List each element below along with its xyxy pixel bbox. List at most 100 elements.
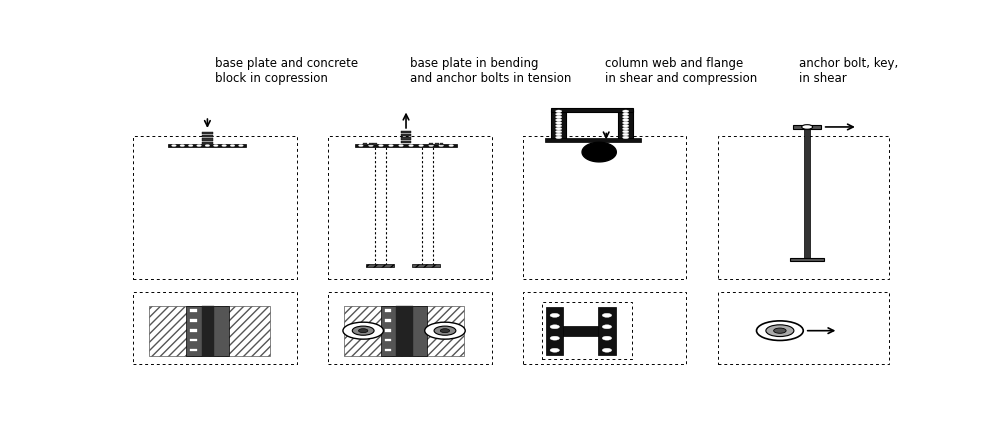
Circle shape — [425, 322, 465, 339]
Circle shape — [222, 145, 226, 147]
Circle shape — [440, 329, 449, 333]
Bar — [202, 132, 213, 134]
Bar — [598, 307, 615, 355]
Circle shape — [556, 133, 562, 136]
Bar — [396, 306, 413, 356]
Bar — [401, 134, 411, 137]
Circle shape — [622, 110, 629, 113]
Bar — [186, 306, 229, 356]
Circle shape — [230, 145, 235, 147]
Bar — [202, 306, 214, 356]
Circle shape — [550, 325, 560, 329]
Circle shape — [774, 328, 786, 333]
Circle shape — [556, 127, 562, 130]
Bar — [385, 329, 391, 332]
Bar — [385, 349, 391, 351]
Bar — [344, 306, 464, 356]
Text: base plate in bending
and anchor bolts in tension: base plate in bending and anchor bolts i… — [410, 57, 571, 85]
Circle shape — [602, 348, 612, 352]
Bar — [545, 138, 641, 142]
Polygon shape — [582, 142, 616, 162]
Circle shape — [622, 136, 629, 139]
Circle shape — [439, 145, 443, 147]
Circle shape — [766, 325, 794, 337]
Bar — [190, 339, 197, 341]
Circle shape — [622, 116, 629, 118]
Circle shape — [434, 326, 456, 335]
Bar — [202, 135, 213, 137]
Bar — [190, 349, 197, 351]
Circle shape — [205, 145, 210, 147]
Circle shape — [622, 133, 629, 136]
Circle shape — [602, 313, 612, 317]
Circle shape — [197, 145, 201, 147]
Circle shape — [556, 136, 562, 139]
Circle shape — [556, 110, 562, 113]
Circle shape — [389, 145, 393, 147]
Circle shape — [556, 116, 562, 118]
Circle shape — [622, 130, 629, 133]
Bar — [401, 137, 411, 139]
Bar — [618, 110, 633, 139]
Circle shape — [369, 145, 373, 147]
Bar — [190, 319, 197, 322]
Circle shape — [213, 145, 218, 147]
Bar — [149, 306, 269, 356]
Bar — [439, 142, 443, 145]
Circle shape — [180, 145, 185, 147]
Circle shape — [419, 145, 423, 147]
Bar — [363, 142, 367, 145]
Bar — [356, 144, 456, 147]
Circle shape — [550, 336, 560, 340]
Bar — [401, 141, 411, 143]
Circle shape — [399, 145, 403, 147]
Circle shape — [622, 113, 629, 115]
Text: column web and flange
in shear and compression: column web and flange in shear and compr… — [605, 57, 757, 85]
Bar — [435, 142, 439, 145]
Circle shape — [449, 145, 453, 147]
Text: anchor bolt, key,
in shear: anchor bolt, key, in shear — [799, 57, 898, 85]
Bar — [385, 310, 391, 312]
Bar — [385, 319, 391, 322]
Bar — [366, 264, 394, 267]
Circle shape — [602, 325, 612, 329]
Bar — [412, 264, 440, 267]
Circle shape — [429, 145, 433, 147]
Circle shape — [550, 348, 560, 352]
Bar — [369, 142, 373, 145]
Text: base plate and concrete
block in copression: base plate and concrete block in copress… — [215, 57, 359, 85]
Circle shape — [556, 125, 562, 127]
Circle shape — [359, 145, 363, 147]
Bar — [381, 306, 427, 356]
Bar — [169, 144, 246, 147]
Bar — [804, 128, 810, 258]
Bar — [429, 142, 433, 145]
Circle shape — [556, 122, 562, 124]
Circle shape — [802, 125, 813, 129]
Circle shape — [409, 145, 413, 147]
Circle shape — [757, 321, 803, 340]
Circle shape — [238, 145, 243, 147]
Circle shape — [188, 145, 193, 147]
Bar — [547, 307, 564, 355]
Bar — [401, 131, 411, 133]
Bar — [373, 142, 377, 145]
Bar — [202, 138, 213, 141]
Bar — [793, 126, 821, 128]
Circle shape — [550, 313, 560, 317]
Circle shape — [343, 322, 384, 339]
Circle shape — [359, 329, 368, 333]
Circle shape — [172, 145, 176, 147]
Circle shape — [556, 130, 562, 133]
Bar — [202, 142, 213, 144]
Bar — [190, 310, 197, 312]
Bar — [790, 257, 824, 262]
Bar — [385, 339, 391, 341]
Circle shape — [556, 119, 562, 121]
Circle shape — [379, 145, 383, 147]
Circle shape — [622, 125, 629, 127]
Bar — [564, 326, 598, 335]
Circle shape — [622, 119, 629, 121]
Circle shape — [622, 122, 629, 124]
Circle shape — [556, 113, 562, 115]
